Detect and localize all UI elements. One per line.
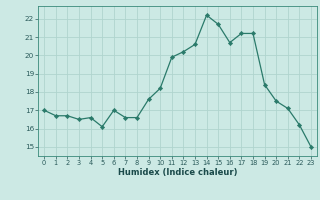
X-axis label: Humidex (Indice chaleur): Humidex (Indice chaleur): [118, 168, 237, 177]
